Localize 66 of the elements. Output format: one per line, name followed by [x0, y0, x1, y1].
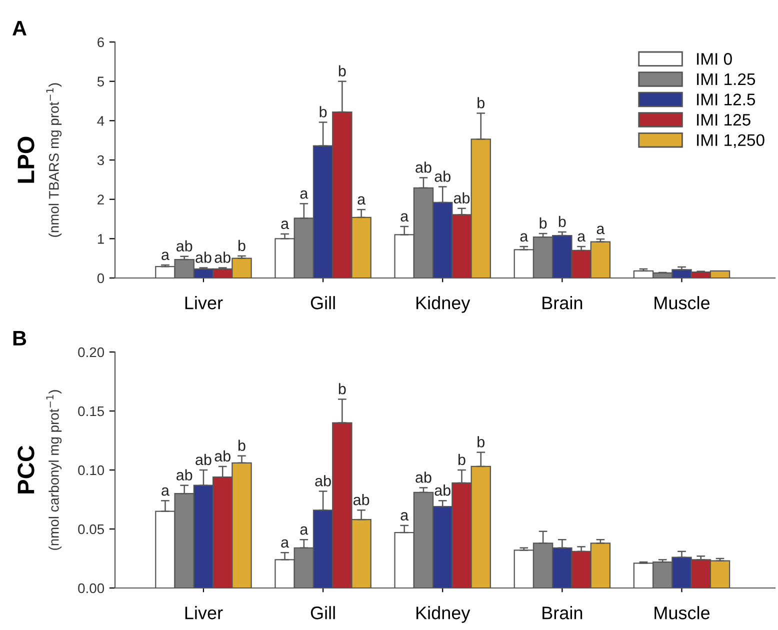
data-label: b: [558, 216, 566, 228]
data-label: a: [400, 512, 409, 521]
data-label: ab: [416, 472, 432, 483]
data-label: a: [596, 226, 605, 234]
y-axis-title: LPO (nmol TBARS mg prot$^{−1}$): [18, 83, 62, 237]
x-tick-label: Muscle: [654, 296, 710, 310]
legend-label: IMI 0: [697, 53, 732, 65]
data-label: ab: [176, 469, 192, 480]
legend-label: IMI 1,250: [697, 134, 764, 148]
data-label: a: [400, 213, 409, 222]
data-label: b: [478, 436, 484, 448]
y-tick-label: 1: [98, 234, 104, 244]
y-tick-label: 0.20: [78, 347, 104, 358]
y-tick-label: 5: [97, 76, 104, 87]
x-tick-label: Liver: [185, 606, 223, 620]
x-tick-label: Liver: [185, 296, 223, 310]
data-label: ab: [214, 252, 230, 263]
data-label: ab: [315, 475, 331, 486]
data-label: b: [238, 240, 246, 252]
x-tick-label: Brain: [542, 296, 582, 310]
data-label: b: [338, 65, 346, 76]
y-tick-label: 0.10: [78, 465, 104, 476]
data-label: a: [281, 220, 290, 230]
data-label: ab: [434, 170, 450, 182]
data-label: a: [358, 196, 366, 205]
x-tick-label: Brain: [542, 606, 582, 620]
data-label: b: [540, 217, 547, 229]
legend-label: IMI 1.25: [697, 73, 756, 86]
chart-title: B: [13, 331, 26, 346]
data-label: b: [238, 440, 246, 451]
y-tick-label: 0.05: [78, 524, 104, 534]
chart-title: A: [12, 21, 26, 36]
data-label: ab: [416, 162, 432, 173]
x-tick-label: Kidney: [416, 296, 470, 313]
legend-label: IMI 12.5: [697, 94, 756, 106]
y-tick-label: 2: [98, 194, 104, 204]
data-label: ab: [353, 494, 370, 506]
data-label: a: [300, 526, 308, 535]
y-tick-label: 3: [97, 155, 104, 166]
legend-label: IMI 125: [697, 114, 750, 126]
data-label: a: [578, 233, 586, 242]
x-tick-label: Gill: [310, 296, 335, 310]
data-label: ab: [196, 454, 212, 466]
data-label: ab: [454, 192, 470, 204]
data-label: b: [478, 97, 484, 108]
x-tick-label: Kidney: [416, 606, 470, 623]
y-tick-label: 0.15: [78, 406, 104, 416]
data-label: ab: [176, 240, 192, 252]
y-tick-label: 0: [97, 273, 104, 284]
x-tick-label: Muscle: [654, 606, 710, 620]
data-label: ab: [196, 252, 212, 263]
data-label: b: [338, 383, 346, 394]
data-label: ab: [434, 484, 450, 496]
y-tick-label: 6: [98, 37, 104, 48]
data-label: ab: [214, 450, 230, 462]
y-axis-title: PCC (nmol carbonyl mg prot$^{−1}$): [18, 390, 62, 550]
x-tick-label: Gill: [310, 606, 335, 620]
data-label: a: [300, 190, 308, 199]
data-label: a: [520, 233, 528, 242]
data-label: a: [281, 539, 290, 548]
y-tick-label: 0.00: [78, 583, 104, 594]
data-label: b: [320, 106, 327, 118]
data-label: a: [162, 252, 170, 260]
data-label: a: [162, 487, 170, 496]
data-label: b: [458, 454, 466, 466]
y-tick-label: 4: [97, 116, 104, 126]
